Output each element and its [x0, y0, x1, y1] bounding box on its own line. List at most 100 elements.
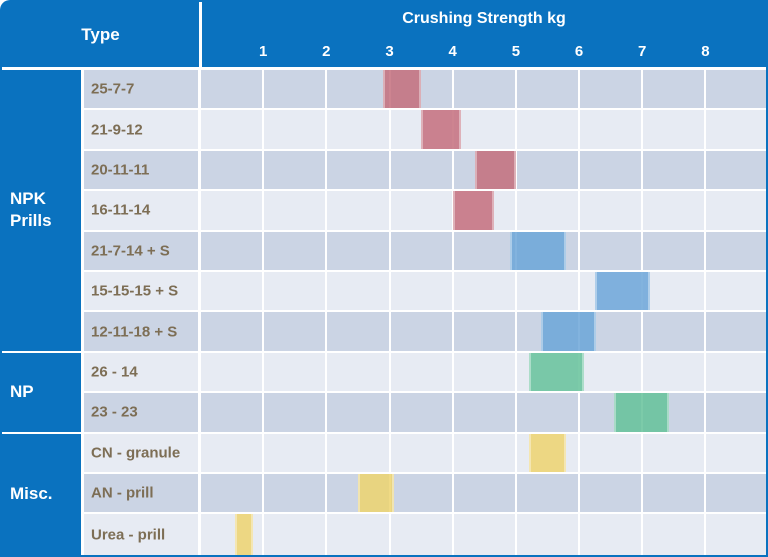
row-label: 26 - 14	[91, 363, 138, 381]
gridline	[514, 393, 517, 432]
gridline	[262, 433, 265, 472]
axis-tick: 3	[385, 43, 394, 60]
gridline	[578, 231, 580, 270]
gridline	[325, 393, 328, 432]
gridline	[514, 312, 517, 351]
table-row: Urea - prill	[84, 514, 766, 555]
label-chart-divider	[198, 191, 201, 230]
gridline	[262, 70, 265, 109]
gridline	[262, 352, 265, 392]
gridline	[325, 514, 328, 555]
gridline	[641, 312, 644, 351]
table-row: 21-7-14 + S	[84, 231, 766, 270]
table-row: 23 - 23	[84, 393, 766, 432]
gridline	[388, 231, 391, 270]
gridline	[325, 231, 328, 270]
gridline	[262, 514, 265, 555]
label-chart-divider	[198, 110, 201, 149]
row-label: 25-7-7	[91, 80, 135, 98]
gridline	[388, 272, 391, 311]
group-cell: NPK Prills	[2, 70, 81, 351]
table-row: AN - prill	[84, 474, 766, 513]
gridline	[514, 110, 517, 149]
gridline	[451, 150, 454, 190]
gridline	[388, 514, 391, 555]
range-bar	[541, 312, 597, 351]
gridline	[578, 110, 580, 149]
header-divider	[199, 2, 202, 67]
gridline	[262, 150, 265, 190]
axis-tick: 5	[511, 43, 521, 60]
gridline	[388, 312, 391, 351]
label-chart-divider	[198, 312, 201, 351]
label-chart-divider	[198, 474, 201, 513]
gridline	[325, 352, 328, 392]
gridline	[451, 393, 454, 432]
gridline	[325, 150, 328, 190]
gridline	[704, 393, 707, 432]
gridline	[451, 272, 454, 311]
gridline	[388, 352, 391, 392]
gridline	[704, 433, 707, 472]
label-chart-divider	[198, 70, 201, 109]
gridline	[641, 191, 644, 230]
row-label: CN - granule	[91, 444, 181, 462]
type-header-label: Type	[81, 24, 120, 44]
gridline	[451, 312, 454, 351]
gridline	[262, 393, 265, 432]
gridline	[641, 474, 644, 513]
gridline	[641, 231, 644, 270]
gridline	[704, 352, 707, 392]
gridline	[578, 150, 580, 190]
gridline	[388, 150, 391, 190]
axis-tick: 6	[574, 43, 584, 60]
gridline	[578, 474, 580, 513]
gridline	[262, 312, 265, 351]
gridline	[325, 70, 328, 109]
group-label: NPK Prills	[10, 189, 52, 231]
row-label: 23 - 23	[91, 403, 138, 421]
range-bar	[613, 393, 669, 432]
range-bar	[452, 191, 494, 230]
table-row: 25-7-7	[84, 70, 766, 109]
gridline	[641, 433, 644, 472]
gridline	[641, 110, 644, 149]
table-row: 20-11-11	[84, 150, 766, 190]
table-row: 15-15-15 + S	[84, 272, 766, 311]
gridline	[704, 474, 707, 513]
gridline	[641, 150, 644, 190]
gridline	[514, 191, 517, 230]
gridline	[704, 514, 707, 555]
gridline	[641, 352, 644, 392]
gridline	[451, 352, 454, 392]
gridline	[451, 231, 454, 270]
row-label: 15-15-15 + S	[91, 282, 179, 300]
gridline	[514, 272, 517, 311]
axis-tick: 8	[701, 43, 710, 60]
gridline	[451, 514, 454, 555]
table-row: 26 - 14	[84, 352, 766, 392]
range-bar	[357, 474, 395, 513]
gridline	[262, 110, 265, 149]
gridline	[704, 191, 707, 230]
gridline	[325, 191, 328, 230]
label-chart-divider	[198, 393, 201, 432]
axis-tick: 4	[448, 43, 457, 60]
type-header-cell: Type	[2, 2, 199, 67]
gridline	[514, 352, 517, 392]
label-chart-divider	[198, 231, 201, 270]
group-label: NP	[10, 382, 34, 402]
gridline	[325, 312, 328, 351]
row-label: AN - prill	[91, 484, 154, 502]
gridline	[704, 312, 707, 351]
gridline	[704, 231, 707, 270]
gridline	[262, 231, 265, 270]
gridline	[388, 433, 391, 472]
row-label: 21-9-12	[91, 121, 143, 139]
range-bar	[234, 514, 253, 555]
label-chart-divider	[198, 514, 201, 555]
range-bar	[509, 231, 567, 270]
gridline	[578, 393, 580, 432]
range-bar	[528, 352, 585, 392]
gridline	[325, 474, 328, 513]
